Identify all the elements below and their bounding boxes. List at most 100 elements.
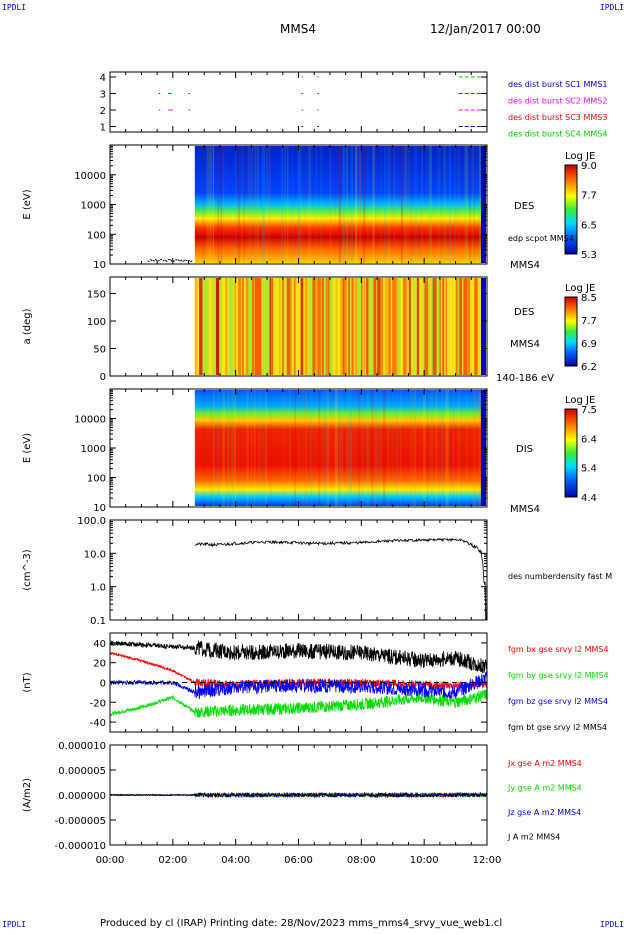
heatmap-stripe: [262, 390, 266, 506]
y-tick-label: 10: [93, 503, 106, 514]
heatmap-stripe: [241, 146, 243, 263]
heatmap-stripe: [426, 146, 429, 263]
heatmap-stripe: [380, 278, 384, 375]
y-tick-label: 100: [87, 474, 106, 485]
heatmap-stripe: [229, 278, 233, 375]
heatmap-stripe: [194, 390, 197, 506]
heatmap-stripe: [258, 390, 262, 506]
heatmap-stripe: [202, 390, 205, 506]
colorbar-tick-label: 8.5: [581, 293, 597, 304]
colorbar: [564, 296, 578, 367]
heatmap-stripe: [397, 146, 399, 263]
heatmap-stripe: [248, 278, 253, 375]
y-tick-label: 1000: [81, 444, 106, 455]
heatmap-stripe: [373, 278, 377, 375]
colorbar-tick-label: 5.3: [581, 250, 597, 261]
legend-entry: J A m2 MMS4: [507, 833, 560, 842]
heatmap-stripe: [394, 278, 398, 375]
heatmap-stripe: [388, 278, 391, 375]
heatmap-stripe: [432, 278, 437, 375]
heatmap-stripe: [358, 146, 362, 263]
heatmap-stripe: [335, 278, 337, 375]
heatmap-stripe: [403, 278, 406, 375]
heatmap-stripe: [414, 390, 417, 506]
heatmap-stripe: [400, 146, 404, 263]
heatmap-stripe: [234, 390, 236, 506]
heatmap-stripe: [231, 278, 234, 375]
heatmap-stripe: [312, 390, 314, 506]
heatmap-stripe: [393, 146, 396, 263]
heatmap-stripe: [251, 146, 254, 263]
y-tick-label: 3: [100, 90, 106, 101]
heatmap-stripe: [456, 146, 460, 263]
heatmap-stripe: [254, 278, 259, 375]
heatmap-stripe: [392, 278, 396, 375]
heatmap-stripe: [282, 278, 284, 375]
heatmap-stripe: [384, 278, 389, 375]
heatmap-stripe: [459, 146, 461, 263]
heatmap-stripe: [312, 278, 316, 375]
legend-entry: des numberdensity fast M: [508, 572, 612, 581]
y-tick-label: 10: [93, 260, 106, 271]
heatmap-stripe: [325, 278, 328, 375]
legend-entry: des dist burst SC4 MMS4: [508, 130, 607, 139]
heatmap-stripe: [258, 278, 262, 375]
y-axis-label: E (eV): [22, 433, 33, 463]
heatmap-stripe: [435, 390, 438, 506]
heatmap-stripe: [449, 278, 452, 375]
heatmap-stripe: [396, 390, 398, 506]
heatmap-stripe: [357, 278, 362, 375]
heatmap-stripe: [282, 390, 284, 506]
scpot-trace: [167, 258, 170, 261]
heatmap-stripe: [212, 278, 215, 375]
x-tick-label: 08:00: [347, 855, 376, 866]
heatmap-stripe: [457, 278, 461, 375]
heatmap-stripe: [297, 146, 301, 263]
heatmap-stripe: [225, 146, 229, 263]
heatmap-stripe: [301, 390, 304, 506]
heatmap-stripe: [467, 278, 471, 375]
heatmap-stripe: [215, 278, 220, 375]
heatmap-stripe: [342, 146, 345, 263]
heatmap-stripe: [413, 146, 418, 263]
heatmap-stripe: [309, 390, 313, 506]
legend-entry: Jy gse A m2 MMS4: [507, 784, 582, 793]
heatmap-stripe: [338, 390, 342, 506]
heatmap-stripe: [454, 146, 457, 263]
heatmap-stripe: [297, 390, 301, 506]
heatmap-stripe: [338, 146, 342, 263]
colorbar-tick-label: 6.9: [581, 339, 597, 350]
heatmap-stripe: [265, 278, 269, 375]
heatmap-stripe: [383, 390, 386, 506]
y-tick-label: 1.0: [90, 583, 106, 594]
heatmap-stripe: [199, 278, 203, 375]
legend-entry: des dist burst SC2 MMS2: [508, 97, 607, 106]
colorbar: [564, 164, 578, 255]
heatmap-stripe: [379, 146, 382, 263]
heatmap-edge: [481, 278, 486, 375]
panel-sublabel: MMS4: [510, 260, 540, 271]
heatmap-stripe: [315, 146, 318, 263]
heatmap-stripe: [273, 390, 275, 506]
heatmap-stripe: [410, 146, 413, 263]
heatmap-stripe: [445, 278, 447, 375]
colorbar-tick-label: 7.7: [581, 191, 597, 202]
y-axis-label: (cm^-3): [22, 549, 33, 590]
heatmap-stripe: [231, 390, 235, 506]
scpot-trace: [169, 259, 173, 262]
scpot-trace: [152, 259, 155, 262]
heatmap-stripe: [296, 146, 297, 263]
heatmap-stripe: [357, 390, 361, 506]
heatmap-stripe: [323, 278, 327, 375]
heatmap-stripe: [351, 278, 354, 375]
heatmap-stripe: [421, 146, 423, 263]
legend-entry: Jx gse A m2 MMS4: [507, 759, 582, 768]
heatmap-stripe: [196, 278, 199, 375]
panel-sublabel: MMS4: [510, 504, 540, 515]
heatmap-stripe: [217, 146, 219, 263]
heatmap-stripe: [278, 278, 281, 375]
heatmap-stripe: [288, 390, 291, 506]
heatmap-stripe: [324, 390, 328, 506]
heatmap-stripe: [300, 146, 303, 263]
heatmap-stripe: [237, 278, 242, 375]
